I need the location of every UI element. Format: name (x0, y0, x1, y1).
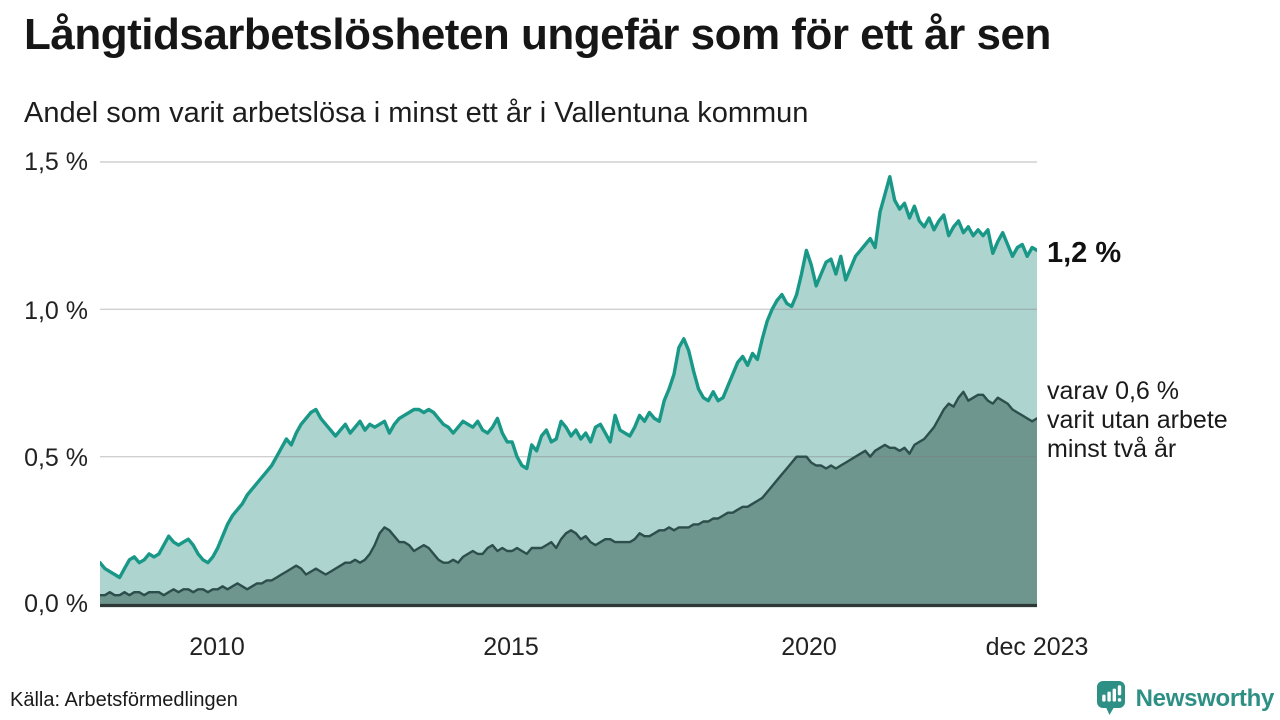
page-title: Långtidsarbetslösheten ungefär som för e… (24, 10, 1051, 59)
x-tick-dec-2023: dec 2023 (985, 633, 1089, 661)
x-tick-2020: 2020 (781, 633, 837, 661)
y-tick-0-0: 0,0 % (24, 590, 88, 618)
newsworthy-logo: Newsworthy (1096, 681, 1275, 717)
y-tick-0-5: 0,5 % (24, 444, 88, 472)
two-year-annotation-line2: varit utan arbete (1047, 406, 1228, 434)
newsworthy-bubble-chart-icon (1096, 681, 1125, 715)
chart-subtitle: Andel som varit arbetslösa i minst ett å… (24, 97, 809, 129)
two-year-annotation: varav 0,6 % varit utan arbete minst två … (1047, 377, 1228, 464)
newsworthy-logo-text: Newsworthy (1135, 685, 1275, 712)
x-tick-2015: 2015 (483, 633, 539, 661)
y-tick-1-5: 1,5 % (24, 148, 88, 176)
area-chart (100, 161, 1037, 608)
x-tick-2010: 2010 (189, 633, 245, 661)
source-attribution: Källa: Arbetsförmedlingen (10, 689, 238, 711)
two-year-annotation-line1: varav 0,6 % (1047, 377, 1180, 405)
y-tick-1-0: 1,0 % (24, 297, 88, 325)
two-year-annotation-line3: minst två år (1047, 435, 1177, 463)
latest-value-label: 1,2 % (1047, 237, 1122, 269)
